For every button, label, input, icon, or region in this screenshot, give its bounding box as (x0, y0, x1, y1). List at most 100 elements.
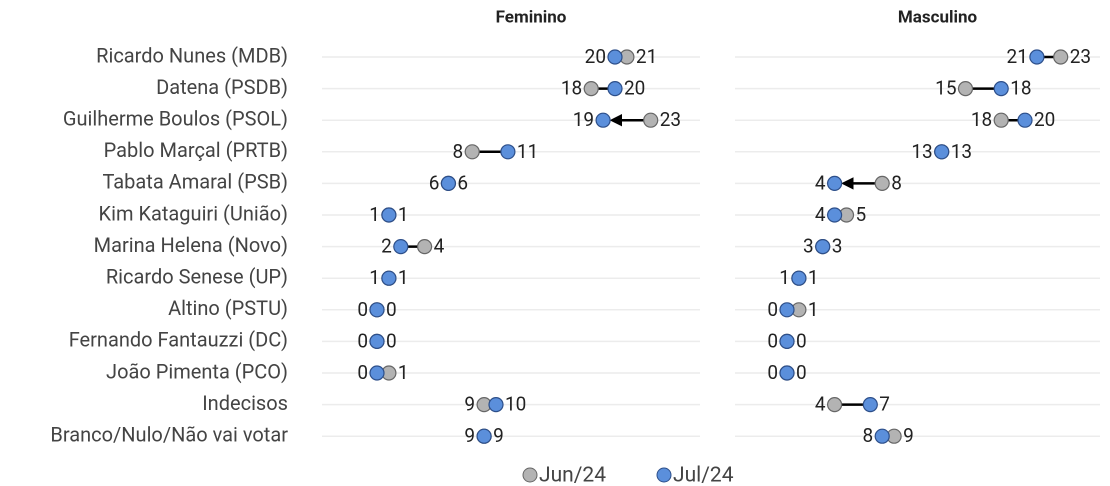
dot-jul (607, 49, 623, 65)
value-label: 23 (660, 108, 681, 131)
value-label: 9 (464, 393, 475, 416)
category-label: Guilherme Boulos (PSOL) (63, 106, 288, 130)
dot-jul (826, 175, 843, 191)
dot-jun (993, 112, 1009, 128)
category-label: Tabata Amaral (PSB) (102, 170, 288, 194)
dot-jul (476, 428, 492, 444)
value-label: 8 (453, 140, 464, 163)
value-label: 21 (636, 45, 657, 68)
value-label: 1 (779, 266, 790, 289)
value-label: 0 (357, 361, 368, 384)
value-label: 20 (624, 77, 645, 100)
panel-title: Masculino (898, 7, 978, 27)
value-label: 1 (369, 203, 380, 226)
dot-jul (826, 207, 843, 223)
legend-swatch (656, 467, 672, 483)
category-label: Fernando Fantauzzi (DC) (69, 328, 288, 352)
dot-jul (862, 397, 878, 413)
value-label: 1 (398, 203, 409, 226)
value-label: 8 (891, 171, 902, 194)
value-label: 6 (429, 171, 440, 194)
dot-jul (381, 270, 397, 286)
value-label: 5 (856, 203, 867, 226)
dot-jul (993, 80, 1009, 97)
category-label: Marina Helena (Novo) (94, 233, 288, 257)
value-label: 0 (386, 329, 397, 352)
dot-jul (381, 207, 397, 223)
dot-jul (1029, 49, 1045, 65)
value-label: 1 (398, 361, 409, 384)
dot-jul (791, 270, 807, 286)
dot-jun (874, 175, 890, 191)
dot-jul (393, 239, 409, 255)
value-label: 1 (808, 266, 819, 289)
value-label: 0 (796, 361, 807, 384)
value-label: 13 (951, 140, 972, 163)
dot-jun (583, 80, 599, 97)
value-label: 18 (1010, 77, 1031, 100)
dot-jul (607, 80, 623, 97)
dot-jul (779, 302, 795, 318)
category-label: Indecisos (202, 391, 288, 415)
dot-jul (595, 112, 611, 128)
value-label: 19 (573, 108, 594, 131)
legend-label: Jul/24 (673, 464, 734, 486)
dot-jul (934, 144, 950, 160)
dot-jun (957, 80, 974, 97)
category-label: Pablo Marçal (PRTB) (104, 138, 288, 162)
value-label: 0 (386, 298, 397, 321)
value-label: 18 (561, 77, 582, 100)
value-label: 18 (971, 108, 992, 131)
value-label: 0 (767, 361, 778, 384)
legend-swatch (522, 467, 538, 483)
dot-jun (826, 397, 843, 413)
value-label: 0 (796, 329, 807, 352)
dot-jun (1053, 49, 1069, 65)
value-label: 13 (911, 140, 932, 163)
value-label: 4 (815, 171, 826, 194)
value-label: 1 (808, 298, 819, 321)
value-label: 4 (815, 203, 826, 226)
dot-jul (488, 397, 504, 413)
value-label: 4 (815, 393, 826, 416)
category-label: Datena (PSDB) (156, 75, 288, 99)
dot-jul (369, 302, 385, 318)
value-label: 9 (493, 424, 504, 447)
value-label: 0 (357, 329, 368, 352)
category-label: Altino (PSTU) (168, 296, 288, 320)
value-label: 0 (357, 298, 368, 321)
value-label: 15 (935, 77, 956, 100)
value-label: 8 (863, 424, 874, 447)
value-label: 0 (767, 329, 778, 352)
category-label: Ricardo Nunes (MDB) (96, 43, 288, 67)
value-label: 3 (803, 235, 814, 258)
dot-jul (874, 428, 890, 444)
value-label: 3 (832, 235, 843, 258)
category-label: João Pimenta (PCO) (106, 359, 288, 383)
value-label: 4 (434, 235, 445, 258)
value-label: 20 (585, 45, 606, 68)
category-label: Kim Kataguiri (União) (99, 201, 288, 225)
value-label: 9 (464, 424, 475, 447)
dot-jun (643, 112, 659, 128)
dot-jul (500, 144, 516, 160)
value-label: 6 (457, 171, 468, 194)
dot-jun (417, 239, 433, 255)
value-label: 9 (903, 424, 914, 447)
dot-jun (464, 144, 480, 160)
panel-title: Feminino (496, 7, 567, 27)
dot-jul (440, 175, 456, 191)
dot-jul (779, 333, 795, 349)
value-label: 21 (1007, 45, 1028, 68)
value-label: 11 (517, 140, 538, 163)
value-label: 10 (505, 393, 526, 416)
category-label: Branco/Nulo/Não vai votar (50, 422, 288, 446)
value-label: 1 (369, 266, 380, 289)
category-label: Ricardo Senese (UP) (106, 264, 288, 288)
value-label: 1 (398, 266, 409, 289)
dot-jul (779, 365, 795, 381)
value-label: 2 (381, 235, 392, 258)
dot-jul (1017, 112, 1033, 128)
dot-jul (369, 365, 385, 381)
